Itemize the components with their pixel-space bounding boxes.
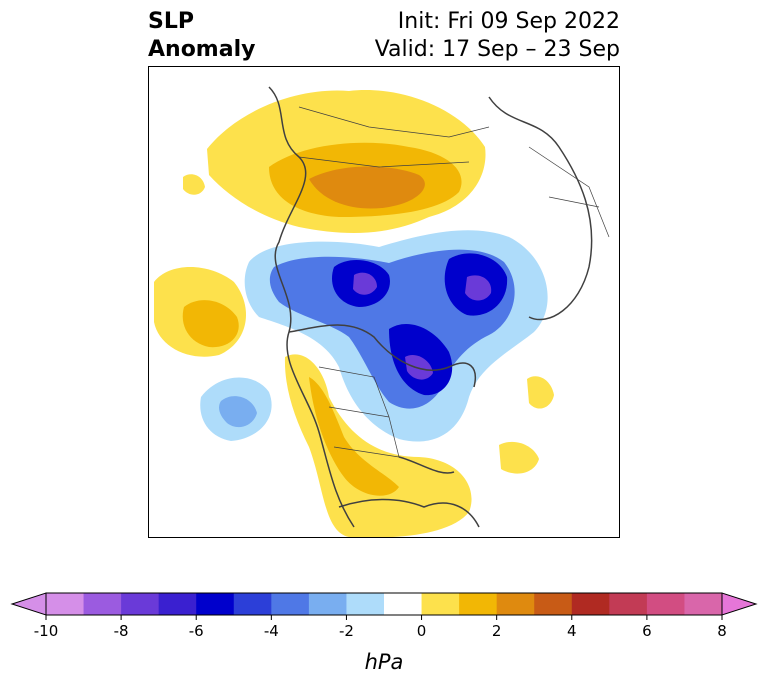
colorbar-cell (271, 593, 310, 615)
positive-region-west-inner (182, 300, 239, 348)
colorbar-tick-label: 4 (567, 622, 577, 640)
colorbar-cell (46, 593, 85, 615)
colorbar-cell (571, 593, 610, 615)
negative-low-center-1-core (353, 272, 377, 295)
positive-region-east (527, 376, 554, 409)
negative-anomaly-regions (200, 230, 548, 442)
colorbar-tick-label: 2 (492, 622, 502, 640)
colorbar-cell (158, 593, 197, 615)
colorbar-unit: hPa (364, 650, 404, 674)
colorbar-cell (496, 593, 535, 615)
title-type: Anomaly (148, 37, 256, 62)
positive-anomaly-regions (154, 90, 554, 537)
colorbar-cell (421, 593, 460, 615)
negative-low-center-2-core (465, 275, 492, 301)
colorbar-tick-label: 8 (717, 622, 727, 640)
colorbar-tick-label: -4 (264, 622, 279, 640)
colorbar-graphic: -10-8-6-4-20246810 (10, 592, 758, 640)
colorbar-cell (346, 593, 385, 615)
colorbar-cell (646, 593, 685, 615)
colorbar-cell (83, 593, 122, 615)
colorbar-extend-low (10, 592, 47, 616)
colorbar-tick-label: 0 (417, 622, 427, 640)
colorbar-cell (534, 593, 573, 615)
colorbar-extend-high (721, 592, 758, 616)
init-date: Init: Fri 09 Sep 2022 (397, 9, 620, 34)
colorbar-cell (308, 593, 347, 615)
colorbar: -10-8-6-4-20246810 (0, 580, 768, 680)
colorbar-tick-label: -2 (339, 622, 354, 640)
colorbar-cell (233, 593, 272, 615)
positive-region-northeast-core (309, 166, 425, 209)
positive-region-us-inner (309, 377, 399, 496)
colorbar-cell (459, 593, 498, 615)
chart-title-right: Init: Fri 09 Sep 2022 Valid: 17 Sep – 23… (375, 8, 620, 64)
borders (298, 106, 610, 458)
valid-range: Valid: 17 Sep – 23 Sep (374, 37, 620, 62)
colorbar-tick-label: -8 (114, 622, 129, 640)
colorbar-tick-label: 6 (642, 622, 652, 640)
colorbar-border (45, 592, 723, 616)
colorbar-cell (196, 593, 235, 615)
chart-title-left: SLP Anomaly (148, 8, 255, 64)
title-variable: SLP (148, 9, 194, 34)
colorbar-tick-label: -6 (189, 622, 204, 640)
colorbar-cell (121, 593, 160, 615)
positive-region-atlantic (499, 441, 539, 474)
positive-region-us (284, 354, 472, 537)
negative-low-center-3-core (405, 354, 433, 380)
colorbar-cell (384, 593, 423, 615)
positive-region-small (183, 174, 205, 195)
anomaly-map (154, 86, 610, 537)
colorbar-tick-label: -10 (34, 622, 59, 640)
colorbar-cell (684, 593, 723, 615)
negative-region-pacific-inner (219, 396, 257, 428)
map-panel (148, 66, 620, 538)
colorbar-cell (609, 593, 648, 615)
coastlines (268, 86, 593, 528)
